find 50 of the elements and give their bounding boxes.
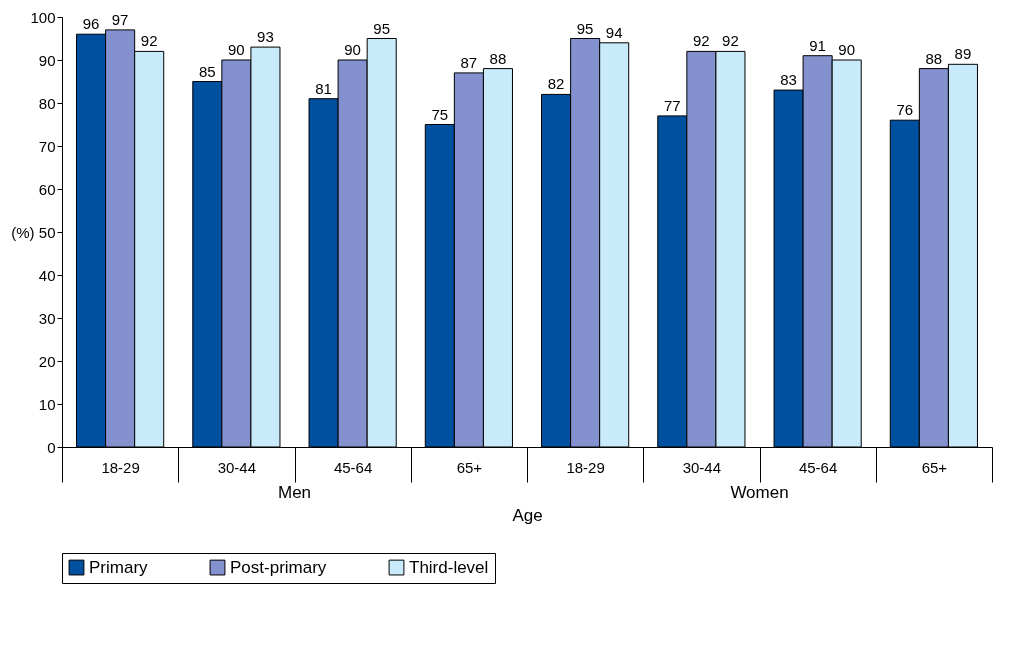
data-label: 76 <box>896 101 914 119</box>
y-tick-label: 100 <box>30 8 56 26</box>
data-label: 92 <box>722 32 739 50</box>
x-tick-label: 65+ <box>456 458 483 476</box>
y-tick-label: 40 <box>38 266 56 284</box>
data-label: 88 <box>925 49 943 67</box>
data-label: 90 <box>228 41 245 58</box>
text: Men <box>277 483 312 502</box>
y-tick-label: 90 <box>38 51 56 69</box>
data-label: 97 <box>111 10 129 28</box>
data-label: 91 <box>809 36 826 54</box>
y-tick-label: 50 <box>38 223 56 241</box>
text: Women <box>730 483 789 502</box>
legend-label: Third-level <box>409 557 489 577</box>
data-label: 93 <box>257 28 274 46</box>
x-tick-label: 45-64 <box>798 458 838 476</box>
x-tick-label: 45-64 <box>333 458 373 476</box>
data-label: 88 <box>489 49 507 67</box>
y-tick-label: 0 <box>47 438 56 456</box>
data-label: 95 <box>576 19 594 37</box>
y-tick-label: 10 <box>38 395 56 413</box>
data-label: 95 <box>373 19 391 37</box>
x-tick-label: 18-29 <box>101 458 140 476</box>
x-tick-label: 18-29 <box>566 458 605 476</box>
y-tick-label: 30 <box>38 309 56 327</box>
data-label: 96 <box>82 15 100 33</box>
x-tick-label: 30-44 <box>217 458 257 476</box>
data-label: 90 <box>344 41 361 58</box>
data-label: 89 <box>954 45 972 63</box>
y-tick-label: 70 <box>38 137 56 155</box>
y-axis-title: (%) <box>11 223 35 241</box>
data-label: 83 <box>780 71 797 89</box>
data-label: 77 <box>663 96 681 114</box>
data-label: 92 <box>693 32 710 50</box>
x-axis-title: Age <box>512 505 543 525</box>
data-label: 94 <box>605 23 623 41</box>
legend-label: Primary <box>89 557 149 577</box>
y-tick-label: 60 <box>38 180 56 198</box>
data-label: 81 <box>315 79 332 97</box>
data-label: 92 <box>140 32 158 50</box>
x-tick-label: 65+ <box>921 458 948 476</box>
y-tick-label: 80 <box>38 94 56 112</box>
data-label: 75 <box>431 105 449 123</box>
legend-label: Post-primary <box>230 557 327 577</box>
y-tick-label: 20 <box>38 352 56 370</box>
data-label: 85 <box>198 62 216 80</box>
data-label: 82 <box>547 75 565 93</box>
x-tick-label: 30-44 <box>682 458 722 476</box>
data-label: 90 <box>838 41 856 58</box>
data-label: 87 <box>460 53 478 71</box>
